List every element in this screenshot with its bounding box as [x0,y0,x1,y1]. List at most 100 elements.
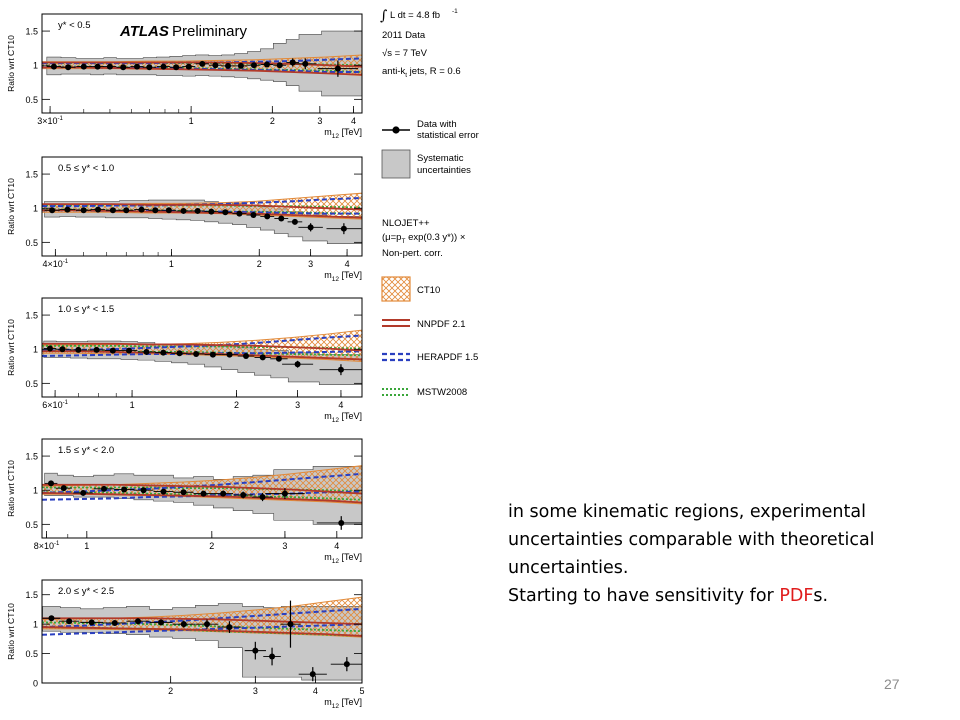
data-point [275,355,282,362]
data-point [278,215,285,222]
data-point [75,346,82,353]
data-point [88,619,95,626]
y-tick-label: 0.5 [25,238,38,248]
slide-number: 27 [884,676,900,692]
legend-mstw-label: MSTW2008 [417,387,467,398]
x-axis-label: m12 [TeV] [324,270,362,283]
data-point [250,62,257,69]
slide-line-4-post: s. [813,586,829,606]
data-point [302,60,309,67]
y-tick-label: 1.5 [25,590,38,600]
x-axis-label: m12 [TeV] [324,552,362,565]
data-point [49,207,56,214]
legend-herapdf-swatch [382,352,410,362]
slide-body-text: in some kinematic regions, experimental … [508,498,948,610]
data-point [146,64,153,71]
data-point [66,618,73,625]
jet-algo: anti-kt jets, R = 0.6 [382,66,461,79]
x-axis-label: m12 [TeV] [324,411,362,424]
data-point [165,207,172,214]
data-point [60,485,67,492]
x-tick-label: 3 [295,400,300,410]
data-point [309,671,316,678]
data-point [269,653,276,660]
y-axis-label: Ratio wrt CT10 [6,460,16,517]
data-point [80,63,87,70]
rapidity-range-label: y* < 0.5 [58,20,90,31]
lumi-integral: ∫ [380,8,387,24]
x-tick-label: 4 [334,541,339,551]
rapidity-range-label: 1.0 ≤ y* < 1.5 [58,304,114,315]
data-point [240,491,247,498]
data-point [338,519,345,526]
data-point [160,349,167,356]
data-point [50,63,57,70]
data-point [59,346,66,353]
panel-frame [41,13,363,114]
data-point [100,485,107,492]
nnpdf-upper-line [42,617,362,626]
y-tick-label: 0.5 [25,95,38,105]
x-tick-label: 3×10-1 [37,116,63,126]
data-point [111,619,118,626]
data-point [93,346,100,353]
data-point [134,618,141,625]
y-tick-label: 0 [33,679,38,689]
data-point [109,207,116,214]
y-tick-label: 0.5 [25,520,38,530]
y-tick-label: 1 [33,204,38,214]
data-point [222,209,229,216]
data-point [94,63,101,70]
slide-line-4-pre: Starting to have sensitivity for [508,586,780,606]
ratio-panel-4: 0.5 1 1.5 8×10-1 1 2 3 4 1.5 ≤ y* < 2.0 Ratio wrt… [6,438,363,565]
y-tick-label: 1 [33,61,38,71]
mstw-upper-line [42,621,362,633]
data-point [200,490,207,497]
y-tick-label: 1 [33,620,38,630]
legend-ct10-label: CT10 [417,285,440,296]
data-point [194,207,201,214]
ratio-panel-1: 0.5 1 1.5 3×10-1 1 2 3 4 y* < 0.5 Ratio wrt CT10 m… [6,13,363,140]
data-point [80,489,87,496]
panel-plot-area [42,596,362,682]
data-point [176,350,183,357]
data-point [276,62,283,69]
figure-legend: ∫ L dt = 4.8 fb -1 2011 Data √s = 7 TeV … [380,8,479,398]
y-axis-label: Ratio wrt CT10 [6,178,16,235]
y-axis-label: Ratio wrt CT10 [6,35,16,92]
herapdf-lower-line [42,209,362,215]
data-point [281,490,288,497]
legend-mstw-swatch [382,388,410,396]
data-point [138,206,145,213]
y-axis-label: Ratio wrt CT10 [6,603,16,660]
atlas-ratio-figure: 0.5 1 1.5 3×10-1 1 2 3 4 y* < 0.5 Ratio wrt CT10 m… [6,13,365,710]
data-point [291,218,298,225]
x-tick-label: 3 [282,541,287,551]
legend-data-marker [382,126,410,134]
x-tick-label: 3 [317,116,322,126]
ratio-panel-3: 0.5 1 1.5 6×10-1 1 2 3 4 1.0 ≤ y* < 1.5 Ratio wrt… [6,297,363,424]
x-tick-label: 2 [234,400,239,410]
data-point [263,61,270,68]
x-tick-label: 4 [345,259,350,269]
data-point [226,351,233,358]
ratio-panel-2: 0.5 1 1.5 4×10-1 1 2 3 4 0.5 ≤ y* < 1.0 Ratio wrt… [6,156,363,283]
data-point [307,224,314,231]
data-point [212,62,219,69]
atlas-watermark: ATLAS [119,23,169,40]
data-point [152,207,159,214]
data-point [226,624,233,631]
x-tick-label: 4 [313,686,318,696]
x-tick-label: 5 [359,686,364,696]
data-point [237,62,244,69]
legend-data-label-1: Data with [417,119,457,130]
data-point [140,487,147,494]
slide-highlight-pdf: PDF [779,586,814,606]
legend-herapdf-label: HERAPDF 1.5 [417,352,478,363]
data-point [133,63,140,70]
x-tick-label: 1 [84,541,89,551]
x-tick-label: 1 [169,259,174,269]
slide-line-1: in some kinematic regions, experimental [508,502,866,522]
y-tick-label: 1.5 [25,311,38,321]
x-tick-label: 2 [209,541,214,551]
